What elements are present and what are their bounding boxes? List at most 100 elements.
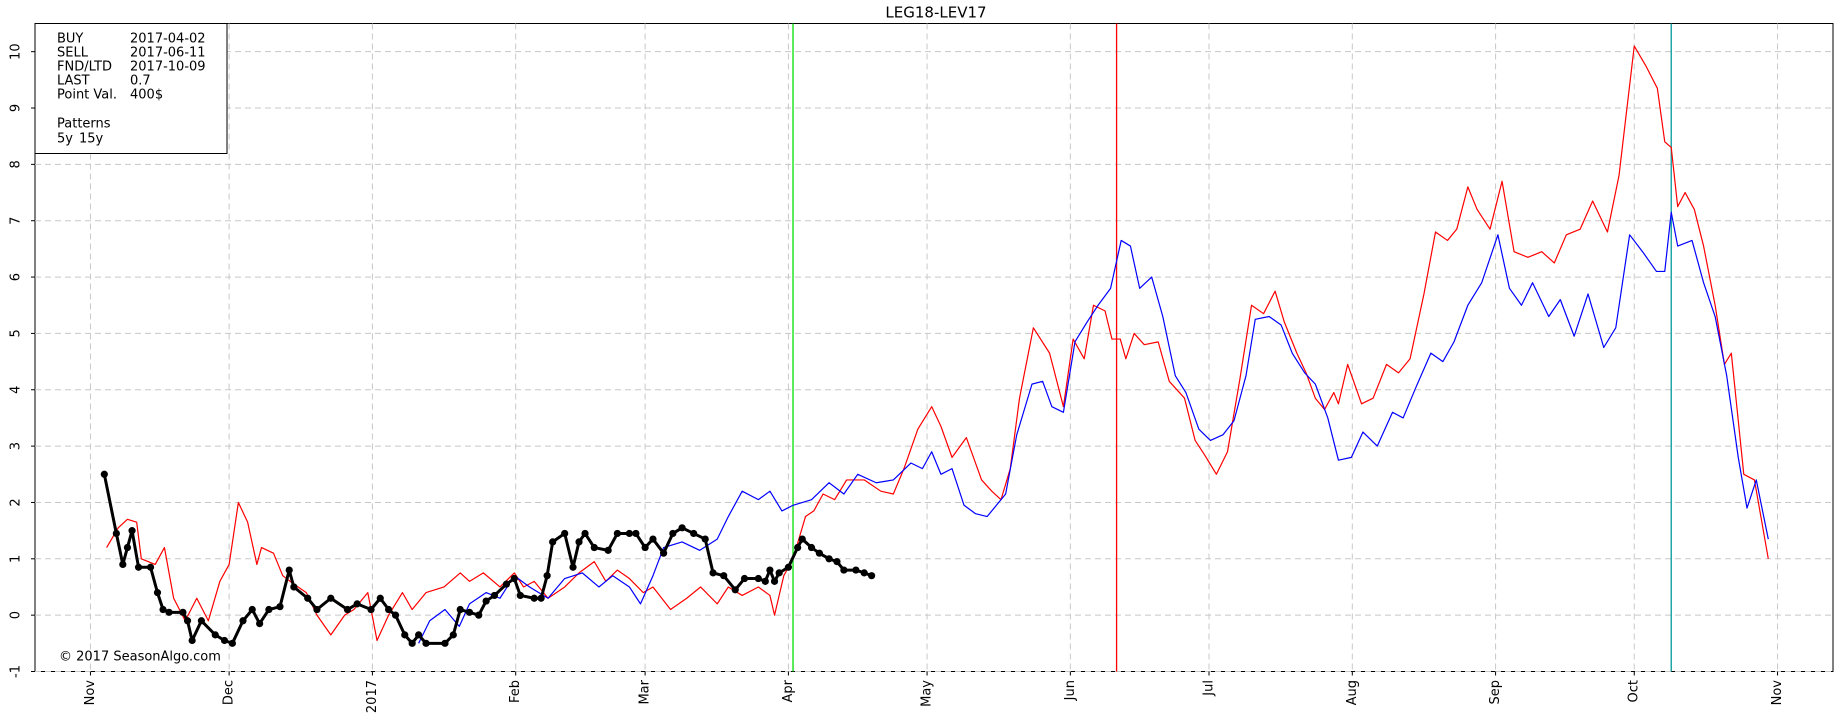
x-tick-label: Mar xyxy=(638,679,653,704)
data-point xyxy=(868,572,876,580)
y-tick-label: 3 xyxy=(9,442,24,450)
data-point xyxy=(276,603,284,611)
data-point xyxy=(569,563,577,571)
info-value: 2017-10-09 xyxy=(130,60,206,75)
data-point xyxy=(401,631,409,639)
data-point xyxy=(604,546,612,554)
data-point xyxy=(285,566,293,574)
data-point xyxy=(456,605,464,614)
info-value: 400$ xyxy=(130,88,163,103)
data-point xyxy=(112,529,120,538)
legend-title: Patterns xyxy=(57,117,111,132)
y-tick-label: -1 xyxy=(9,665,24,678)
data-point xyxy=(248,605,256,614)
data-point xyxy=(367,605,375,614)
data-point xyxy=(794,543,802,552)
data-point xyxy=(441,639,449,647)
data-point xyxy=(549,538,557,546)
y-tick-label: 5 xyxy=(9,329,24,337)
y-tick-label: 0 xyxy=(9,611,24,619)
data-point xyxy=(146,563,155,571)
info-label: BUY xyxy=(57,32,83,47)
data-point xyxy=(613,529,621,538)
data-point xyxy=(239,617,247,625)
legend-entry: 15y xyxy=(79,132,104,147)
data-point xyxy=(660,549,668,557)
data-point xyxy=(482,597,490,605)
data-point xyxy=(669,529,677,538)
data-point xyxy=(465,608,474,616)
data-point xyxy=(159,605,167,614)
data-point xyxy=(860,569,868,577)
x-tick-label: Feb xyxy=(508,680,523,703)
data-point xyxy=(798,535,806,543)
footer: © 2017 SeasonAlgo.com xyxy=(59,650,221,665)
data-point xyxy=(709,569,717,577)
x-tick-label: Oct xyxy=(1627,680,1642,702)
data-point xyxy=(228,639,236,647)
data-point xyxy=(561,529,569,538)
info-label: FND/LTD xyxy=(57,60,112,75)
data-point xyxy=(384,605,393,614)
data-point xyxy=(754,574,762,583)
data-point xyxy=(353,600,361,608)
data-point xyxy=(852,566,860,574)
data-point xyxy=(265,605,273,614)
info-value: 0.7 xyxy=(130,74,151,89)
info-value: 2017-06-11 xyxy=(130,46,206,61)
data-point xyxy=(740,574,749,583)
data-point xyxy=(449,631,457,639)
data-point xyxy=(475,611,483,619)
chart-title: LEG18-LEV17 xyxy=(885,4,986,22)
y-tick-label: 9 xyxy=(9,104,24,112)
data-point xyxy=(183,617,192,625)
y-tick-label: 6 xyxy=(9,273,24,281)
info-label: SELL xyxy=(57,46,89,61)
data-point xyxy=(510,574,518,583)
series-line xyxy=(106,45,1769,642)
data-point xyxy=(376,594,384,602)
data-point xyxy=(690,529,698,538)
data-point xyxy=(625,529,634,538)
series-line xyxy=(418,211,1769,644)
data-point xyxy=(678,524,686,532)
data-point xyxy=(128,527,136,535)
data-point xyxy=(766,566,774,574)
data-point xyxy=(100,470,108,478)
data-point xyxy=(807,543,816,552)
x-tick-label: Nov xyxy=(1770,680,1785,706)
y-tick-label: 4 xyxy=(9,386,24,394)
data-point xyxy=(775,569,783,577)
data-point xyxy=(188,636,196,645)
x-tick-label: Sep xyxy=(1488,680,1503,705)
data-point xyxy=(290,583,298,591)
plot-frame xyxy=(34,23,1834,672)
data-point xyxy=(256,620,264,628)
x-tick-label: May xyxy=(920,680,935,707)
x-tick-label: Jun xyxy=(1063,680,1078,701)
data-point xyxy=(197,617,205,625)
y-tick-label: 8 xyxy=(9,160,24,168)
data-point xyxy=(784,563,793,571)
x-tick-label: Aug xyxy=(1345,680,1360,705)
data-point xyxy=(581,529,589,538)
data-point xyxy=(770,577,779,585)
data-point xyxy=(649,535,657,543)
data-point xyxy=(313,605,321,614)
y-tick-label: 10 xyxy=(9,43,24,60)
data-point xyxy=(543,572,551,580)
data-point xyxy=(343,605,352,614)
data-point xyxy=(720,572,728,580)
legend-box xyxy=(34,23,228,154)
data-point xyxy=(179,608,187,616)
x-tick-label: Dec xyxy=(222,680,237,705)
data-point xyxy=(153,589,162,597)
data-point xyxy=(632,529,640,538)
y-tick-label: 2 xyxy=(9,498,24,506)
data-point xyxy=(701,535,709,543)
info-value: 2017-04-02 xyxy=(130,32,206,47)
data-point xyxy=(327,594,335,602)
x-tick-label: Apr xyxy=(781,679,796,702)
data-point xyxy=(134,563,143,571)
data-point xyxy=(833,558,841,566)
